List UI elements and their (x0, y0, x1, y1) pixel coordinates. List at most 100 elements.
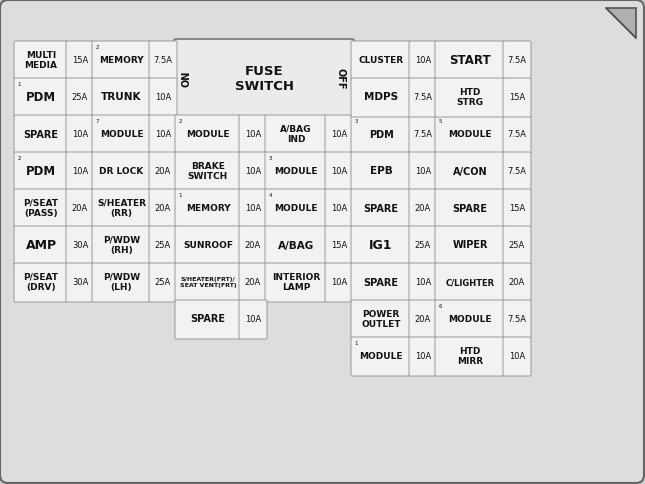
FancyBboxPatch shape (66, 41, 94, 80)
FancyBboxPatch shape (14, 226, 68, 265)
FancyBboxPatch shape (351, 189, 411, 228)
FancyBboxPatch shape (66, 152, 94, 191)
Text: 2: 2 (17, 156, 21, 161)
FancyBboxPatch shape (14, 115, 68, 154)
Text: 25A: 25A (155, 278, 171, 287)
Text: S/HEATER(FRT)/
SEAT VENT(FRT): S/HEATER(FRT)/ SEAT VENT(FRT) (180, 277, 236, 288)
Text: 7.5A: 7.5A (154, 56, 172, 65)
Text: 10A: 10A (155, 93, 171, 102)
FancyBboxPatch shape (435, 115, 505, 154)
Text: C/LIGHTER: C/LIGHTER (446, 278, 495, 287)
Text: CLUSTER: CLUSTER (359, 56, 404, 65)
Text: P/WDW
(LH): P/WDW (LH) (103, 273, 140, 292)
Text: POWER
OUTLET: POWER OUTLET (361, 310, 401, 329)
FancyBboxPatch shape (409, 41, 437, 80)
FancyBboxPatch shape (435, 337, 505, 376)
FancyBboxPatch shape (409, 78, 437, 117)
Text: 20A: 20A (415, 315, 431, 324)
FancyBboxPatch shape (409, 189, 437, 228)
Text: P/SEAT
(PASS): P/SEAT (PASS) (23, 199, 59, 218)
FancyBboxPatch shape (66, 226, 94, 265)
Text: DR LOCK: DR LOCK (99, 167, 144, 176)
FancyBboxPatch shape (351, 226, 411, 265)
FancyBboxPatch shape (435, 300, 505, 339)
Text: 10A: 10A (415, 167, 431, 176)
Text: OFF: OFF (336, 68, 346, 90)
Text: MODULE: MODULE (186, 130, 230, 139)
Text: 10A: 10A (509, 352, 525, 361)
FancyBboxPatch shape (435, 226, 505, 265)
Text: 25A: 25A (155, 241, 171, 250)
FancyBboxPatch shape (239, 300, 267, 339)
Polygon shape (606, 8, 636, 38)
FancyBboxPatch shape (175, 226, 241, 265)
FancyBboxPatch shape (409, 152, 437, 191)
FancyBboxPatch shape (351, 337, 411, 376)
Text: 7.5A: 7.5A (508, 167, 526, 176)
Text: PDM: PDM (26, 165, 56, 178)
FancyBboxPatch shape (409, 300, 437, 339)
Text: MODULE: MODULE (100, 130, 143, 139)
Text: 15A: 15A (509, 204, 525, 213)
Text: A/CON: A/CON (453, 166, 488, 177)
Text: MODULE: MODULE (274, 204, 318, 213)
Text: MODULE: MODULE (448, 315, 491, 324)
FancyBboxPatch shape (66, 115, 94, 154)
FancyBboxPatch shape (503, 226, 531, 265)
FancyBboxPatch shape (265, 226, 327, 265)
FancyBboxPatch shape (503, 337, 531, 376)
Text: EPB: EPB (370, 166, 392, 177)
Text: 2: 2 (179, 119, 182, 124)
FancyBboxPatch shape (435, 152, 505, 191)
FancyBboxPatch shape (265, 189, 327, 228)
Text: WIPER: WIPER (452, 241, 488, 251)
FancyBboxPatch shape (409, 263, 437, 302)
FancyBboxPatch shape (173, 39, 355, 119)
FancyBboxPatch shape (92, 189, 151, 228)
Text: 10A: 10A (72, 167, 88, 176)
FancyBboxPatch shape (503, 263, 531, 302)
Text: 10A: 10A (245, 167, 261, 176)
Text: 4: 4 (268, 193, 272, 198)
FancyBboxPatch shape (503, 41, 531, 80)
Text: 10A: 10A (415, 278, 431, 287)
Text: TRUNK: TRUNK (101, 92, 142, 103)
FancyBboxPatch shape (239, 263, 267, 302)
FancyBboxPatch shape (239, 115, 267, 154)
FancyBboxPatch shape (14, 152, 68, 191)
FancyBboxPatch shape (66, 263, 94, 302)
Text: A/BAG
IND: A/BAG IND (280, 125, 312, 144)
Text: 7.5A: 7.5A (413, 130, 433, 139)
Text: 20A: 20A (245, 278, 261, 287)
Text: 10A: 10A (415, 352, 431, 361)
FancyBboxPatch shape (175, 152, 241, 191)
FancyBboxPatch shape (92, 263, 151, 302)
FancyBboxPatch shape (503, 115, 531, 154)
Text: FUSE
SWITCH: FUSE SWITCH (235, 65, 293, 93)
Text: PDM: PDM (26, 91, 56, 104)
Text: 7: 7 (95, 119, 99, 124)
FancyBboxPatch shape (351, 300, 411, 339)
Text: 10A: 10A (331, 167, 347, 176)
FancyBboxPatch shape (265, 115, 327, 154)
Text: 7.5A: 7.5A (508, 315, 526, 324)
Text: 3: 3 (268, 156, 272, 161)
Text: 20A: 20A (72, 204, 88, 213)
FancyBboxPatch shape (503, 300, 531, 339)
Text: 10A: 10A (331, 278, 347, 287)
FancyBboxPatch shape (435, 41, 505, 80)
FancyBboxPatch shape (239, 152, 267, 191)
FancyBboxPatch shape (149, 189, 177, 228)
FancyBboxPatch shape (14, 189, 68, 228)
FancyBboxPatch shape (503, 152, 531, 191)
FancyBboxPatch shape (92, 226, 151, 265)
Text: 1: 1 (17, 82, 21, 87)
Text: AMP: AMP (25, 239, 57, 252)
FancyBboxPatch shape (325, 115, 353, 154)
FancyBboxPatch shape (265, 263, 327, 302)
FancyBboxPatch shape (92, 115, 151, 154)
Text: 1: 1 (179, 193, 182, 198)
Text: 10A: 10A (331, 130, 347, 139)
FancyBboxPatch shape (149, 41, 177, 80)
Text: INTERIOR
LAMP: INTERIOR LAMP (272, 273, 320, 292)
